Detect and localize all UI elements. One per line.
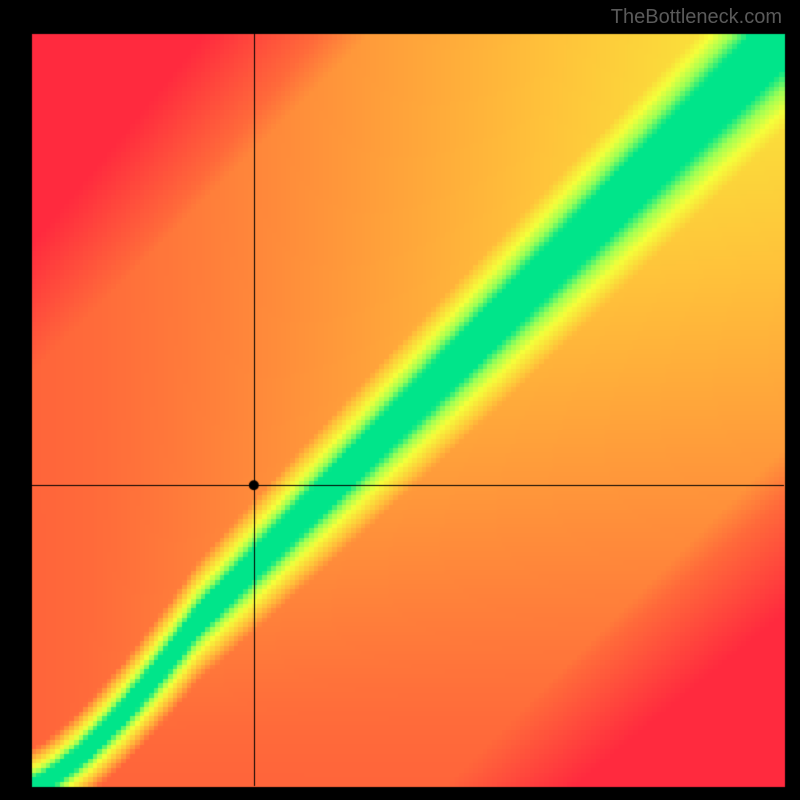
watermark-text: TheBottleneck.com [611,6,782,29]
bottleneck-heatmap [0,0,800,800]
